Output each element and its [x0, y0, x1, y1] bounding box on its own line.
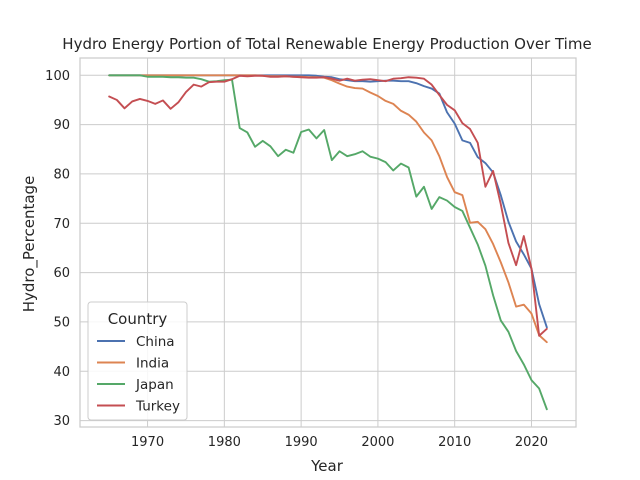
y-tick-labels: 30 40 50 60 70 80 90 100	[45, 69, 70, 429]
y-tick-label: 80	[53, 167, 70, 182]
legend-label-india: India	[136, 356, 169, 372]
y-axis-title: Hydro_Percentage	[20, 176, 39, 313]
y-tick-label: 100	[45, 69, 70, 84]
x-tick-label: 2010	[438, 435, 471, 450]
y-tick-label: 50	[53, 315, 70, 330]
y-tick-label: 90	[53, 118, 70, 133]
x-tick-labels: 1970 1980 1990 2000 2010 2020	[131, 435, 548, 450]
x-tick-label: 1980	[208, 435, 241, 450]
legend-entries: China India Japan Turkey	[97, 334, 180, 415]
x-tick-label: 2000	[361, 435, 394, 450]
y-tick-label: 60	[53, 266, 70, 281]
x-tick-label: 1990	[285, 435, 318, 450]
legend-title: Country	[108, 310, 168, 328]
y-tick-label: 40	[53, 365, 70, 380]
legend-box	[87, 301, 188, 421]
series-line-india	[108, 74, 548, 344]
legend: Country China India Japan Turkey	[87, 301, 188, 421]
legend-label-turkey: Turkey	[135, 399, 180, 415]
y-tick-label: 30	[53, 414, 70, 429]
x-axis-title: Year	[310, 457, 344, 475]
series-line-japan	[108, 74, 548, 411]
chart-title: Hydro Energy Portion of Total Renewable …	[62, 35, 591, 53]
y-tick-label: 70	[53, 217, 70, 232]
legend-label-japan: Japan	[135, 377, 174, 393]
plot-frame	[79, 57, 577, 428]
series-line-turkey	[108, 74, 548, 337]
x-tick-label: 1970	[131, 435, 164, 450]
series-lines	[108, 74, 548, 411]
legend-label-china: China	[136, 334, 175, 350]
x-tick-label: 2020	[515, 435, 548, 450]
